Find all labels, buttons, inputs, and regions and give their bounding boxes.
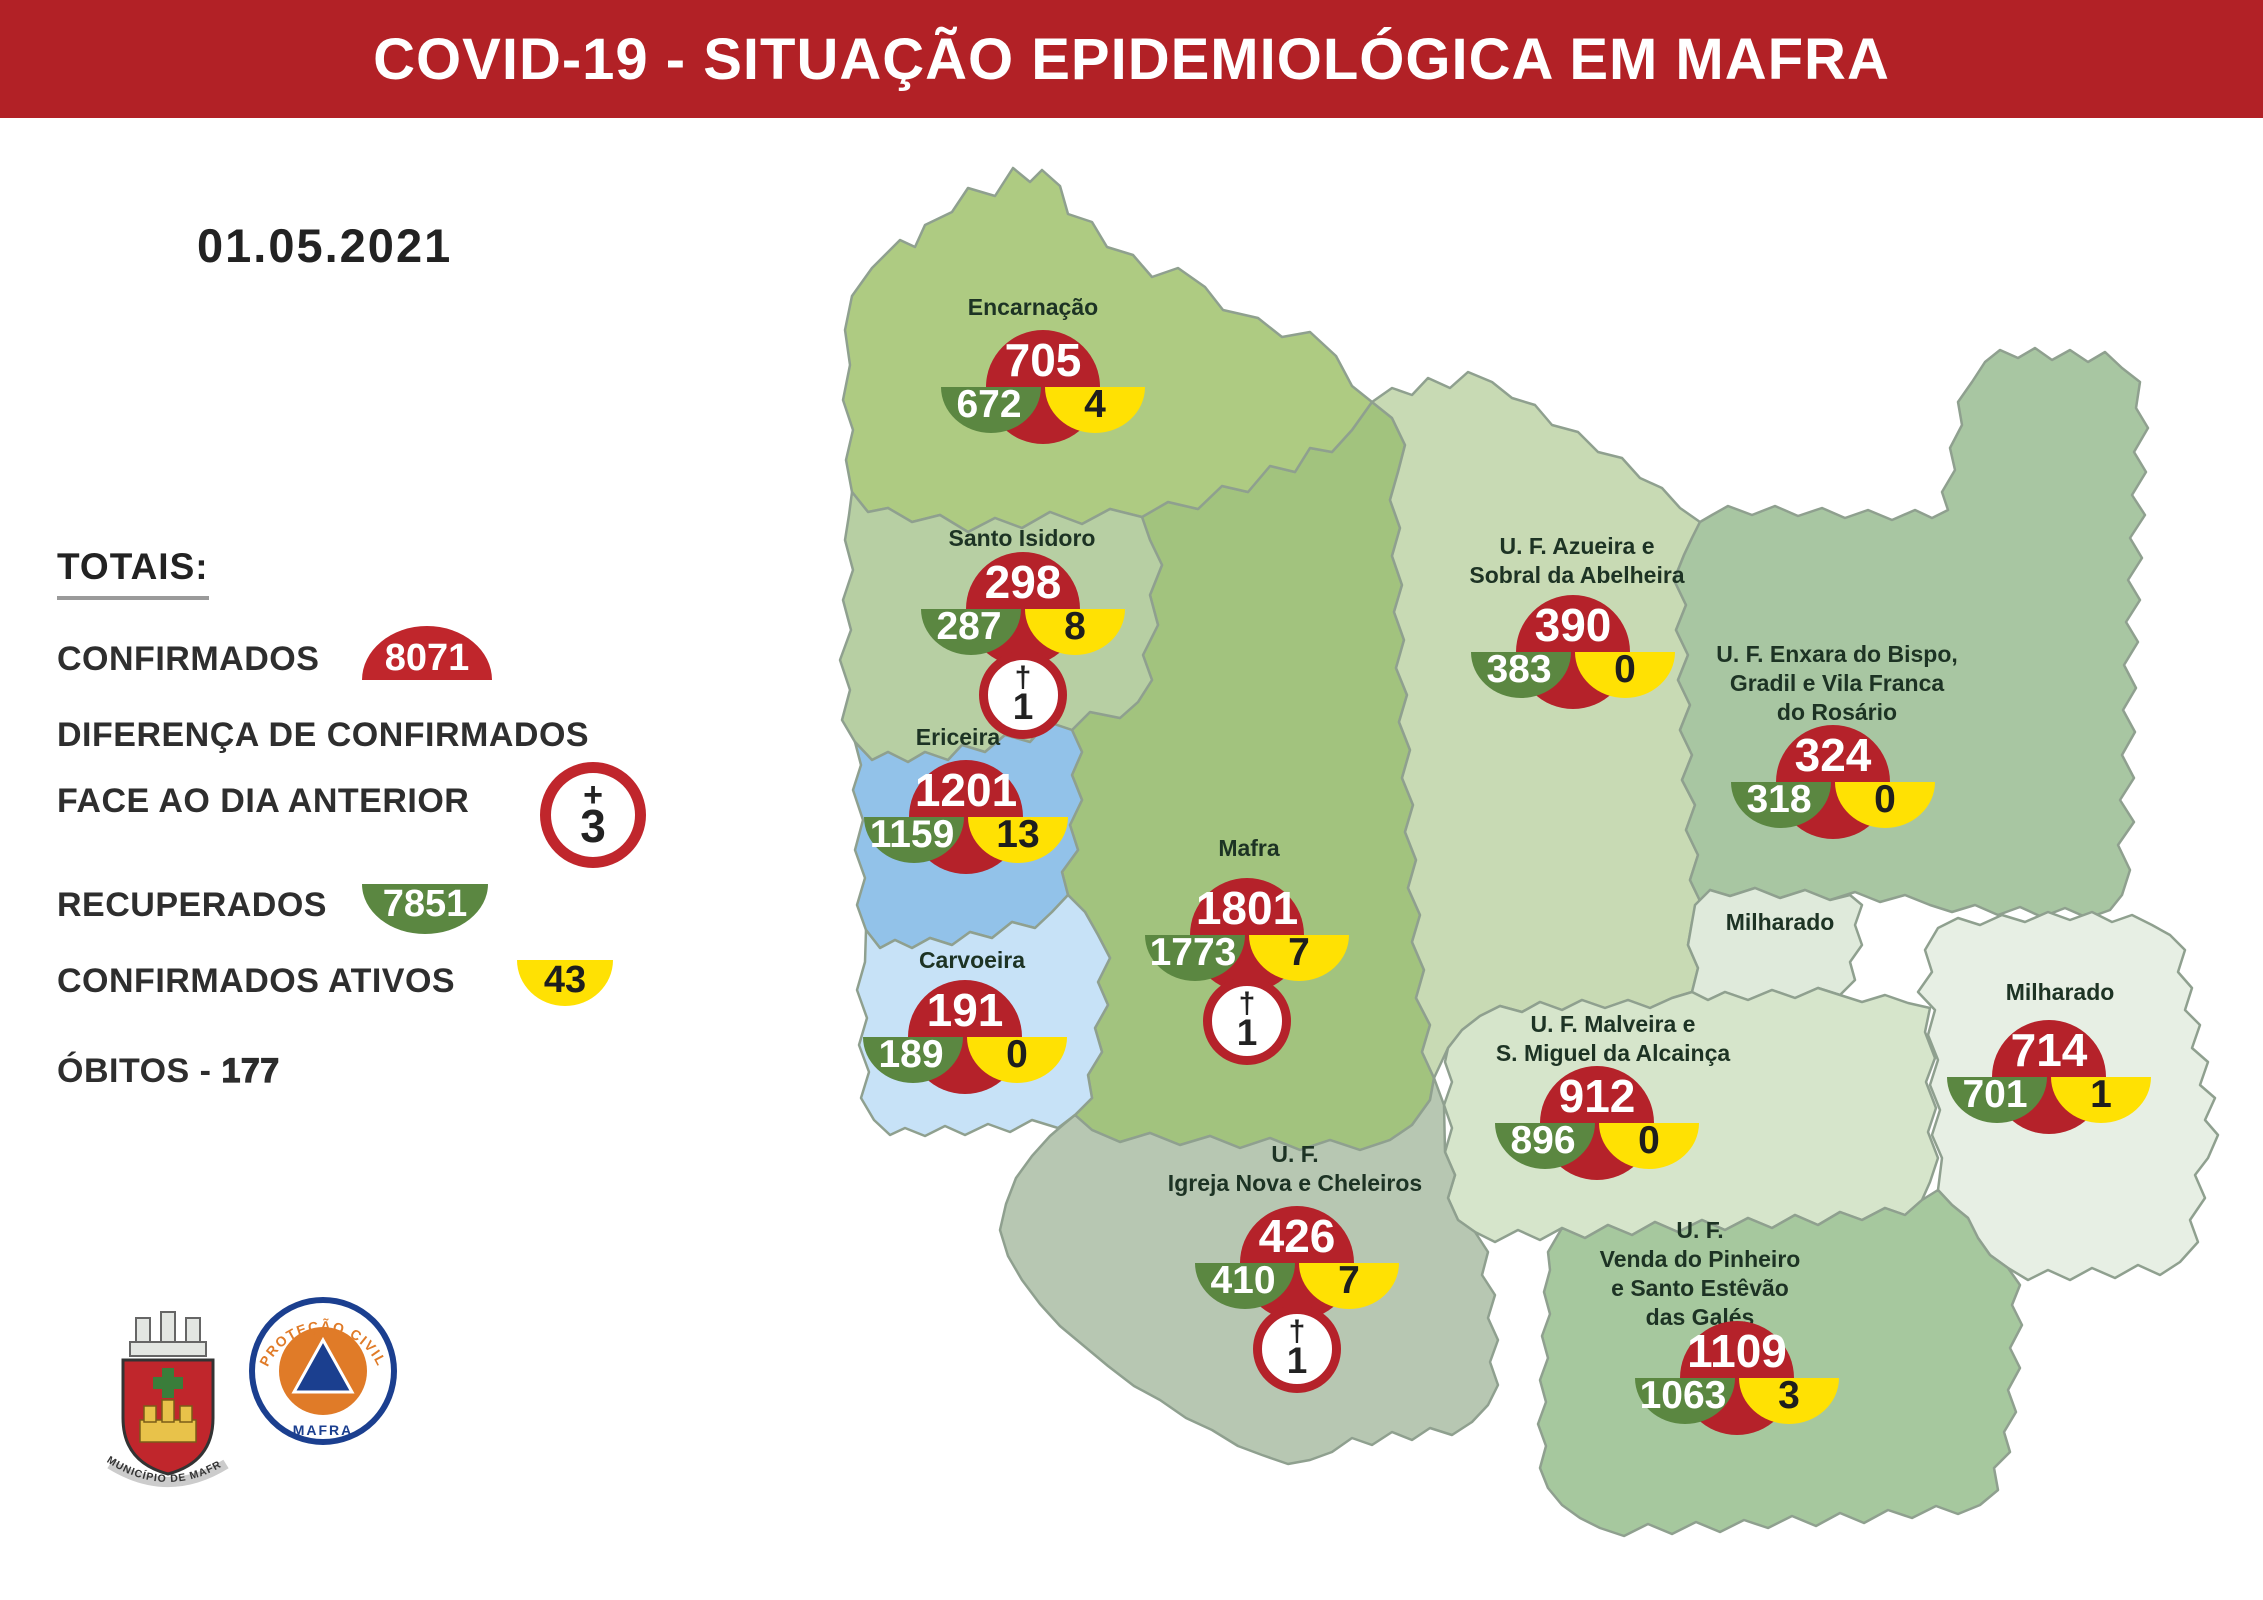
- region-name-line: Santo Isidoro: [948, 525, 1096, 551]
- recovered-count: 672: [956, 383, 1022, 426]
- active-count: 0: [1638, 1119, 1660, 1162]
- active-count: 0: [1006, 1033, 1028, 1076]
- region-name-line: Sobral da Abelheira: [1469, 562, 1685, 588]
- region-label-carvoeira: Carvoeira: [919, 946, 1025, 975]
- active-label: CONFIRMADOS ATIVOS: [57, 962, 456, 1000]
- totals-heading: TOTAIS:: [57, 546, 209, 600]
- deaths-count: 1: [1012, 685, 1034, 727]
- header-banner: COVID-19 - SITUAÇÃO EPIDEMIOLÓGICA EM MA…: [0, 0, 2263, 118]
- report-date: 01.05.2021: [197, 219, 453, 272]
- deaths-circle: † 1: [979, 651, 1067, 739]
- deaths-label: ÓBITOS -: [57, 1052, 212, 1090]
- recovered-count: 318: [1746, 778, 1812, 821]
- recovered-count: 1063: [1639, 1374, 1727, 1417]
- active-count: 3: [1778, 1374, 1800, 1417]
- recovered-count: 410: [1210, 1259, 1276, 1302]
- region-name-line: do Rosário: [1776, 699, 1898, 725]
- confirmed-label: CONFIRMADOS: [57, 640, 320, 678]
- page-title: COVID-19 - SITUAÇÃO EPIDEMIOLÓGICA EM MA…: [373, 26, 1890, 92]
- recovered-count: 896: [1510, 1119, 1576, 1162]
- confirmed-count: 298: [984, 556, 1062, 608]
- region-name-line: Milharado: [1725, 909, 1835, 935]
- region-name-line: Encarnação: [967, 294, 1099, 320]
- active-count: 4: [1084, 383, 1106, 426]
- recovered-count: 1159: [869, 813, 955, 856]
- recovered-count: 1773: [1149, 931, 1237, 974]
- region-label-azueira: U. F. Azueira e Sobral da Abelheira: [1469, 532, 1684, 590]
- region-shape-enxara: [1672, 346, 2150, 920]
- diff-circle-badge: + 3: [540, 762, 646, 868]
- deaths-circle: † 1: [1203, 977, 1291, 1065]
- death-cross-icon: †: [1014, 661, 1032, 695]
- recovered-count: 383: [1486, 648, 1552, 691]
- protecao-civil-logo: PROTEÇÃO CIVIL MAFRA: [249, 1297, 397, 1445]
- active-count: 0: [1614, 648, 1636, 691]
- region-name-line: U. F.: [1271, 1141, 1319, 1167]
- active-count: 13: [996, 813, 1040, 856]
- region-name-line: Mafra: [1218, 835, 1280, 861]
- active-count: 7: [1288, 931, 1310, 974]
- confirmed-count: 191: [926, 984, 1004, 1036]
- confirmed-count: 1109: [1687, 1325, 1787, 1377]
- region-label-ericeira: Ericeira: [916, 723, 1000, 752]
- confirmed-count: 324: [1794, 729, 1872, 781]
- active-count: 7: [1338, 1259, 1360, 1302]
- recovered-label: RECUPERADOS: [57, 886, 327, 924]
- region-label-milharado: Milharado: [2006, 978, 2115, 1007]
- recovered-total-value: 7851: [382, 883, 468, 925]
- active-count: 0: [1874, 778, 1896, 821]
- deaths-count: 1: [1286, 1339, 1308, 1381]
- confirmed-count: 714: [2010, 1024, 2088, 1076]
- confirmed-count: 912: [1558, 1070, 1636, 1122]
- confirmed-count: 1801: [1195, 882, 1299, 934]
- confirmed-count: 390: [1534, 599, 1612, 651]
- diff-value: 3: [580, 800, 606, 853]
- confirmed-count: 705: [1004, 334, 1082, 386]
- plus-sign: +: [583, 775, 603, 814]
- region-name-line: Venda do Pinheiro: [1599, 1246, 1801, 1272]
- recovered-count: 701: [1962, 1073, 2028, 1116]
- region-label-venda-pinheiro: U. F. Venda do Pinheiro e Santo Estêvão …: [1600, 1216, 1801, 1332]
- region-name-line: Carvoeira: [918, 947, 1026, 973]
- deaths-total-row: ÓBITOS - 177: [57, 1051, 280, 1091]
- region-label-enxara: U. F. Enxara do Bispo, Gradil e Vila Fra…: [1716, 640, 1958, 727]
- region-label-mafra: Mafra: [1218, 834, 1279, 863]
- deaths-circle: † 1: [1253, 1305, 1341, 1393]
- recovered-count: 287: [936, 605, 1002, 648]
- region-shape-malveira: [1442, 986, 1940, 1244]
- active-count: 1: [2090, 1073, 2112, 1116]
- death-cross-icon: †: [1238, 987, 1256, 1021]
- death-cross-icon: †: [1288, 1315, 1306, 1349]
- municipio-mafra-crest: MUNICÍPIO DE MAFRA: [100, 1288, 229, 1487]
- diff-label-line1: DIFERENÇA DE CONFIRMADOS: [57, 716, 590, 754]
- region-label-malveira: U. F. Malveira e S. Miguel da Alcainça: [1496, 1010, 1730, 1068]
- deaths-count: 1: [1236, 1011, 1258, 1053]
- region-label-encarnacao: Encarnação: [968, 293, 1098, 322]
- region-label-milharado-small: Milharado: [1726, 908, 1835, 937]
- region-name-line: U. F. Malveira e: [1530, 1011, 1696, 1037]
- region-name-line: S. Miguel da Alcainça: [1495, 1040, 1731, 1066]
- active-total-value: 43: [543, 959, 587, 1001]
- confirmed-count: 1201: [914, 764, 1018, 816]
- recovered-count: 189: [878, 1033, 944, 1076]
- region-name-line: U. F. Azueira e: [1499, 533, 1655, 559]
- protecao-mafra-label: MAFRA: [293, 1422, 354, 1438]
- confirmed-total-value: 8071: [384, 637, 470, 679]
- region-shape-milharado-small: [1686, 886, 1864, 1002]
- region-name-line: Ericeira: [915, 724, 1001, 750]
- region-name-line: Gradil e Vila Franca: [1729, 670, 1945, 696]
- region-name-line: Igreja Nova e Cheleiros: [1167, 1170, 1423, 1196]
- region-name-line: U. F.: [1676, 1217, 1724, 1243]
- region-name-line: Milharado: [2005, 979, 2115, 1005]
- region-label-santo-isidoro: Santo Isidoro: [949, 524, 1096, 553]
- region-name-line: U. F. Enxara do Bispo,: [1716, 641, 1958, 667]
- region-name-line: e Santo Estêvão: [1611, 1275, 1789, 1301]
- region-label-igreja-nova: U. F. Igreja Nova e Cheleiros: [1168, 1140, 1422, 1198]
- diff-label-line2: FACE AO DIA ANTERIOR: [57, 782, 470, 820]
- active-count: 8: [1064, 605, 1086, 648]
- confirmed-count: 426: [1258, 1210, 1336, 1262]
- deaths-total-value: 177: [221, 1051, 280, 1090]
